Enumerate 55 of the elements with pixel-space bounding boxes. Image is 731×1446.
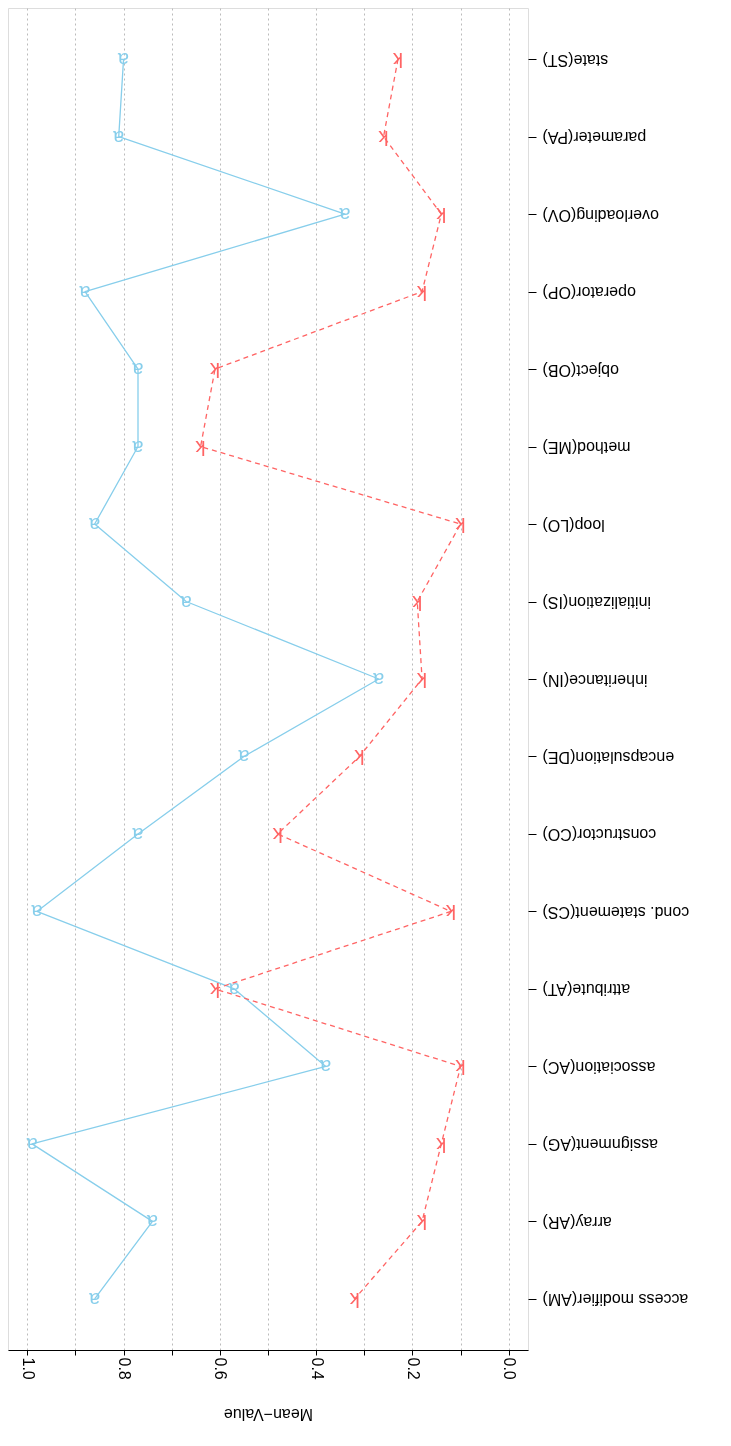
text: a <box>113 126 125 149</box>
y-tick-label: method(ME) <box>542 439 631 457</box>
y-tick-label: encapsulation(DE) <box>542 748 675 766</box>
x-tick-label: 0.0 <box>501 1357 519 1380</box>
y-tick-label: initialization(IS) <box>542 594 651 612</box>
text: k <box>272 823 283 846</box>
series-label: k <box>411 591 423 614</box>
text: a <box>89 1288 101 1311</box>
y-tick-label: parameter(PA) <box>542 129 647 147</box>
text: k <box>436 204 447 227</box>
text: k <box>349 1288 360 1311</box>
text: a <box>320 1056 332 1079</box>
y-tick-label: attribute(AT) <box>542 981 631 999</box>
y-tick-label: loop(LO) <box>542 516 605 534</box>
x-tick-label: 0.4 <box>308 1357 326 1380</box>
y-tick-label: object(OB) <box>542 361 619 379</box>
text: k <box>455 1056 466 1079</box>
text: k <box>417 669 428 691</box>
y-tick-label: constructor(CO) <box>542 826 657 844</box>
series-label: a <box>131 359 144 382</box>
text: a <box>31 901 43 924</box>
text: k <box>378 126 389 149</box>
text: a <box>26 1133 38 1156</box>
y-tick-label: access modifier(AM) <box>542 1291 689 1309</box>
x-tick-label: 1.0 <box>19 1357 37 1380</box>
text: k <box>354 746 365 769</box>
text: a <box>146 1211 159 1234</box>
y-tick-label: operator(OP) <box>542 284 636 302</box>
x-tick-label: 0.6 <box>212 1357 230 1380</box>
y-tick-label: overloading(OV) <box>542 206 659 224</box>
text: k <box>210 359 221 382</box>
text: k <box>210 978 221 1001</box>
text: a <box>89 514 101 537</box>
text: k <box>417 281 428 304</box>
text: k <box>393 49 403 72</box>
text: a <box>132 436 144 459</box>
y-tick-label: state(ST) <box>542 51 609 69</box>
text: a <box>339 204 351 227</box>
text: k <box>455 514 466 537</box>
y-tick-label: association(AC) <box>542 1058 656 1076</box>
text: a <box>228 978 240 1001</box>
text: a <box>117 49 130 72</box>
text: k <box>445 901 456 924</box>
y-tick-label: assignment(AG) <box>542 1136 659 1154</box>
text: k <box>195 436 206 459</box>
text: a <box>373 669 385 691</box>
x-axis-title: Mean−Value <box>223 1405 314 1423</box>
text: k <box>417 1211 428 1234</box>
y-tick-label: array(AR) <box>542 1213 612 1231</box>
text: a <box>238 746 250 769</box>
x-tick-label: 0.2 <box>404 1357 422 1380</box>
x-tick-label: 0.8 <box>116 1357 134 1380</box>
text: k <box>436 1133 447 1156</box>
y-tick-label: inheritance(IN) <box>542 671 648 689</box>
y-tick-label: cond. statement(CS) <box>542 903 690 921</box>
